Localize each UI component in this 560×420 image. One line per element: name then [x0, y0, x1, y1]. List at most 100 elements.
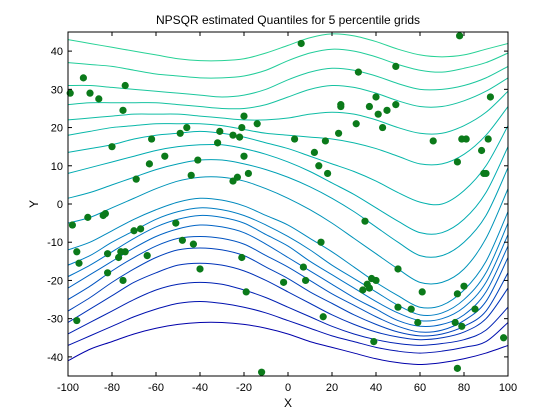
data-point — [194, 156, 202, 164]
data-point — [73, 248, 81, 256]
data-point — [456, 32, 464, 40]
data-point — [392, 62, 400, 70]
data-point — [238, 253, 246, 262]
data-point — [196, 265, 204, 273]
data-point — [161, 152, 169, 160]
data-point — [130, 227, 138, 235]
data-point — [297, 39, 305, 48]
x-tick-label: -80 — [104, 382, 120, 394]
y-tick-label: -40 — [47, 352, 63, 364]
data-point — [280, 278, 288, 286]
data-point — [108, 143, 116, 151]
quantile-curve — [68, 214, 508, 322]
data-point — [352, 120, 360, 128]
data-point — [242, 288, 250, 296]
quantile-curve — [68, 90, 508, 135]
data-point — [394, 303, 402, 311]
data-point — [75, 259, 83, 267]
data-point — [321, 137, 329, 145]
quantile-curve — [68, 33, 508, 62]
x-tick-label: 20 — [326, 382, 338, 394]
data-point — [394, 265, 402, 273]
x-tick-label: -40 — [192, 382, 208, 394]
data-point — [244, 169, 252, 178]
data-point — [240, 152, 248, 160]
quantile-curve — [68, 65, 508, 98]
data-point — [365, 284, 373, 292]
data-point — [240, 112, 248, 120]
data-point — [143, 252, 151, 260]
data-point — [383, 106, 391, 114]
y-tick-label: 30 — [51, 84, 63, 96]
data-point — [379, 123, 387, 132]
data-point — [172, 219, 180, 227]
data-point — [121, 81, 129, 90]
data-point — [99, 211, 107, 220]
data-point — [119, 276, 127, 285]
data-point — [302, 276, 310, 285]
y-tick-label: -30 — [47, 314, 63, 326]
data-point — [471, 305, 479, 313]
quantile-curve — [68, 300, 508, 354]
data-point — [79, 74, 87, 82]
data-point — [121, 248, 129, 256]
data-point — [324, 169, 332, 178]
data-point — [478, 146, 486, 155]
data-point — [291, 135, 299, 143]
quantile-curve — [68, 235, 508, 333]
data-point — [453, 290, 461, 298]
quantile-curve — [68, 176, 508, 285]
x-tick-label: 100 — [499, 382, 517, 394]
data-point — [310, 148, 318, 156]
data-point — [429, 137, 437, 145]
data-point — [84, 213, 92, 221]
data-point — [361, 217, 369, 225]
data-point — [486, 93, 494, 101]
quantile-curve — [68, 321, 508, 366]
data-point — [462, 135, 470, 143]
data-point — [482, 169, 490, 178]
data-point — [370, 338, 378, 346]
data-point — [115, 253, 123, 262]
data-point — [460, 282, 468, 290]
quantile-curve — [68, 159, 508, 258]
y-axis-label: Y — [27, 200, 41, 208]
data-point — [253, 120, 261, 128]
data-point — [337, 102, 345, 111]
data-point — [86, 89, 94, 97]
data-point — [258, 368, 266, 376]
quantile-curve — [68, 224, 508, 328]
data-point — [132, 175, 140, 183]
quantile-curve — [68, 77, 508, 110]
data-point — [354, 68, 362, 76]
data-point — [229, 131, 237, 139]
x-tick-label: 0 — [285, 382, 291, 394]
data-point — [148, 135, 156, 143]
data-point — [216, 127, 224, 135]
data-point — [374, 110, 382, 118]
data-point — [233, 173, 241, 181]
data-point — [335, 129, 343, 137]
data-point — [407, 305, 415, 313]
quantile-curve — [68, 143, 508, 235]
data-point — [68, 221, 76, 229]
data-point — [236, 133, 244, 141]
data-point — [176, 129, 184, 137]
data-point — [315, 162, 323, 170]
data-point — [299, 263, 307, 271]
x-tick-label: -60 — [148, 382, 164, 394]
x-tick-label: -100 — [57, 382, 79, 394]
plot-area — [66, 32, 508, 376]
quantile-curve — [68, 197, 508, 309]
data-point — [178, 236, 186, 244]
y-tick-label: 40 — [51, 46, 63, 58]
data-point — [187, 171, 195, 179]
data-point — [189, 240, 197, 248]
data-point — [372, 93, 380, 101]
data-point — [73, 316, 81, 325]
x-axis-label: X — [284, 396, 292, 410]
axes: -100 -80 -60 -40 -20 0 20 40 60 80 100-40-30-20-10… — [47, 32, 517, 394]
quantile-curve — [68, 262, 508, 341]
data-point — [414, 318, 422, 327]
